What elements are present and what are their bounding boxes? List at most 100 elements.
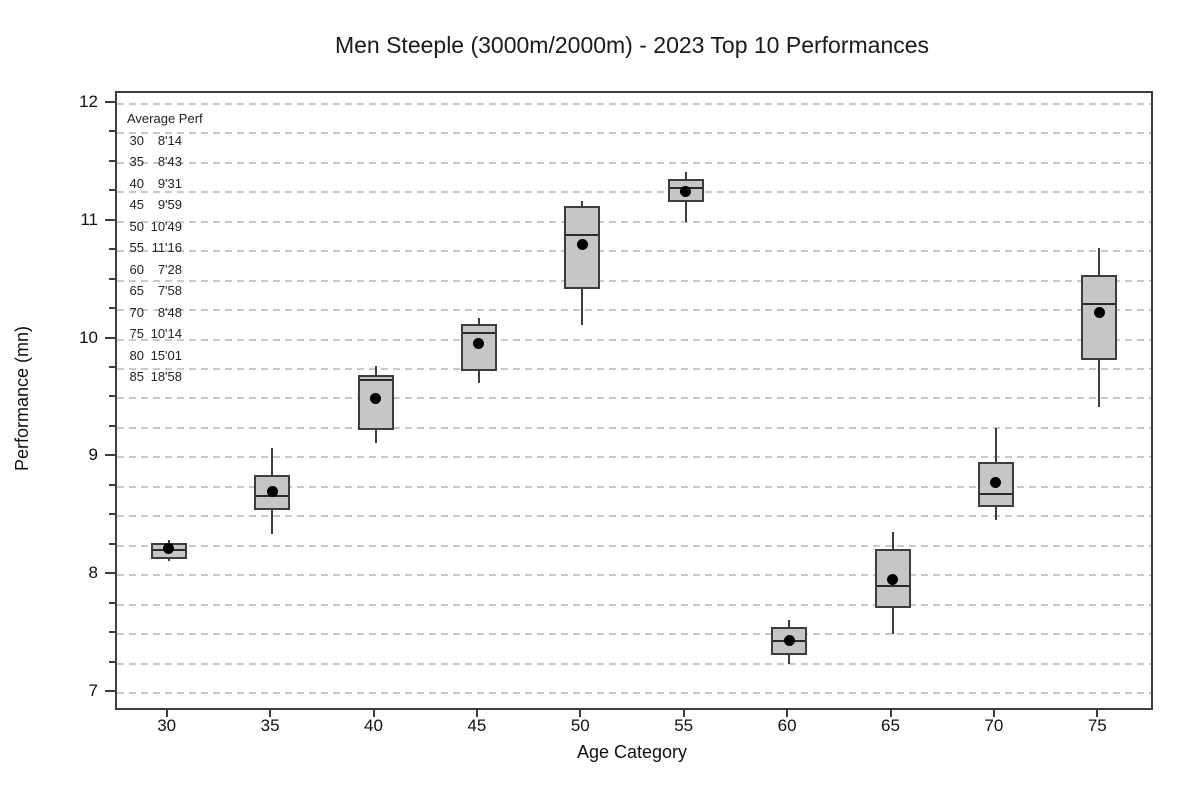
annotation-perf: 7'28 [157,261,182,277]
gridline [117,161,1151,164]
y-tick-label: 10 [79,327,98,347]
mean-dot-75 [1093,306,1105,318]
annotation-age: 60 [129,261,144,277]
annotation-age: 65 [129,283,144,298]
y-minor-tick [109,542,115,545]
gridline [117,485,1151,488]
annotation-perf: 18'58 [150,369,182,384]
y-tick-label: 8 [88,563,98,583]
y-minor-tick [109,660,115,663]
gridline [117,132,1151,135]
annotation-row: 30 8'14 [127,130,203,152]
annotation-row: 50 10'49 [127,216,203,238]
x-tick-label: 30 [157,716,177,735]
median-70 [979,492,1012,495]
x-tick-label: 75 [1087,716,1107,735]
y-major-tick [105,100,115,103]
gridline [117,368,1151,371]
annotation-age: 30 [129,132,144,148]
box-70 [977,462,1014,507]
y-minor-tick [109,424,115,427]
annotation-row: 70 8'48 [127,302,203,324]
x-tick-label: 40 [364,716,383,735]
gridline [117,102,1151,105]
annotation-age: 35 [129,154,144,169]
annotation-row: 75 10'14 [127,323,203,345]
gridline [117,426,1151,429]
annotation-perf: 9'59 [157,197,182,212]
x-tick-label: 50 [570,716,590,735]
x-tick-label: 35 [260,716,280,735]
median-50 [566,233,599,236]
y-major-tick [105,454,115,457]
annotation-age: 75 [129,326,144,341]
gridline [117,456,1151,459]
average-perf-annotation: Average Perf 30 8'14 35 8'43 40 9'31 45 9'59 50 1… [127,108,203,388]
annotation-row: 60 7'28 [127,259,203,281]
annotation-perf: 11'16 [151,240,182,255]
gridline [117,279,1151,282]
annotation-perf: 8'43 [157,154,182,169]
x-tick-label: 55 [674,716,694,735]
median-45 [462,331,495,334]
x-axis-title: Age Category [576,742,688,762]
y-minor-tick [109,130,115,133]
x-tick [475,708,478,717]
mean-dot-50 [576,238,588,250]
mean-dot-60 [783,634,795,646]
y-minor-tick [109,631,115,634]
y-minor-tick [109,395,115,398]
annotation-perf: 8'14 [157,132,182,148]
y-minor-tick [109,366,115,369]
x-tick [165,708,168,717]
x-tick [786,708,789,717]
median-65 [876,584,909,587]
gridline [117,544,1151,547]
annotation-row: 55 11'16 [127,237,203,259]
x-tick [889,708,892,717]
annotation-row: 35 8'43 [127,151,203,173]
gridline [117,574,1151,577]
annotation-row: 85 18'58 [127,366,203,388]
gridline [117,603,1151,606]
gridline [117,338,1151,341]
y-major-tick [105,572,115,575]
y-minor-tick [109,277,115,280]
x-tick-label: 70 [984,716,1004,735]
x-tick [372,708,375,717]
annotation-age: 45 [129,197,144,212]
annotation-perf: 9'31 [157,175,182,191]
annotation-perf: 10'14 [150,326,182,341]
mean-dot-70 [990,476,1002,488]
gridline [117,220,1151,223]
x-tick-label: 60 [777,716,797,735]
annotation-age: 50 [129,218,144,234]
y-minor-tick [109,513,115,516]
y-tick-label: 7 [88,681,98,701]
y-tick-label: 11 [80,209,98,229]
gridline [117,515,1151,518]
x-tick-label: 45 [467,716,487,735]
y-major-tick [105,336,115,339]
annotation-age: 40 [129,175,144,191]
x-tick [992,708,995,717]
annotation-row: 80 15'01 [127,345,203,367]
annotation-perf: 8'48 [157,304,182,320]
annotation-age: 70 [129,304,144,320]
median-40 [359,378,392,381]
annotation-perf: 7'58 [157,283,182,298]
annotation-row: 45 9'59 [127,194,203,216]
gridline [117,250,1151,253]
y-minor-tick [109,307,115,310]
gridline [117,633,1151,636]
x-tick [269,708,272,717]
chart-title: Men Steeple (3000m/2000m) - 2023 Top 10 … [334,32,930,58]
y-major-tick [105,690,115,693]
annotation-row: 65 7'58 [127,280,203,302]
annotation-header: Average Perf [127,111,203,126]
x-tick-label: 65 [881,716,900,735]
plot-area: Average Perf 30 8'14 35 8'43 40 9'31 45 9'59 50 1… [115,91,1153,710]
gridline [117,692,1151,695]
y-tick-label: 12 [79,91,98,111]
mean-dot-35 [266,486,278,498]
